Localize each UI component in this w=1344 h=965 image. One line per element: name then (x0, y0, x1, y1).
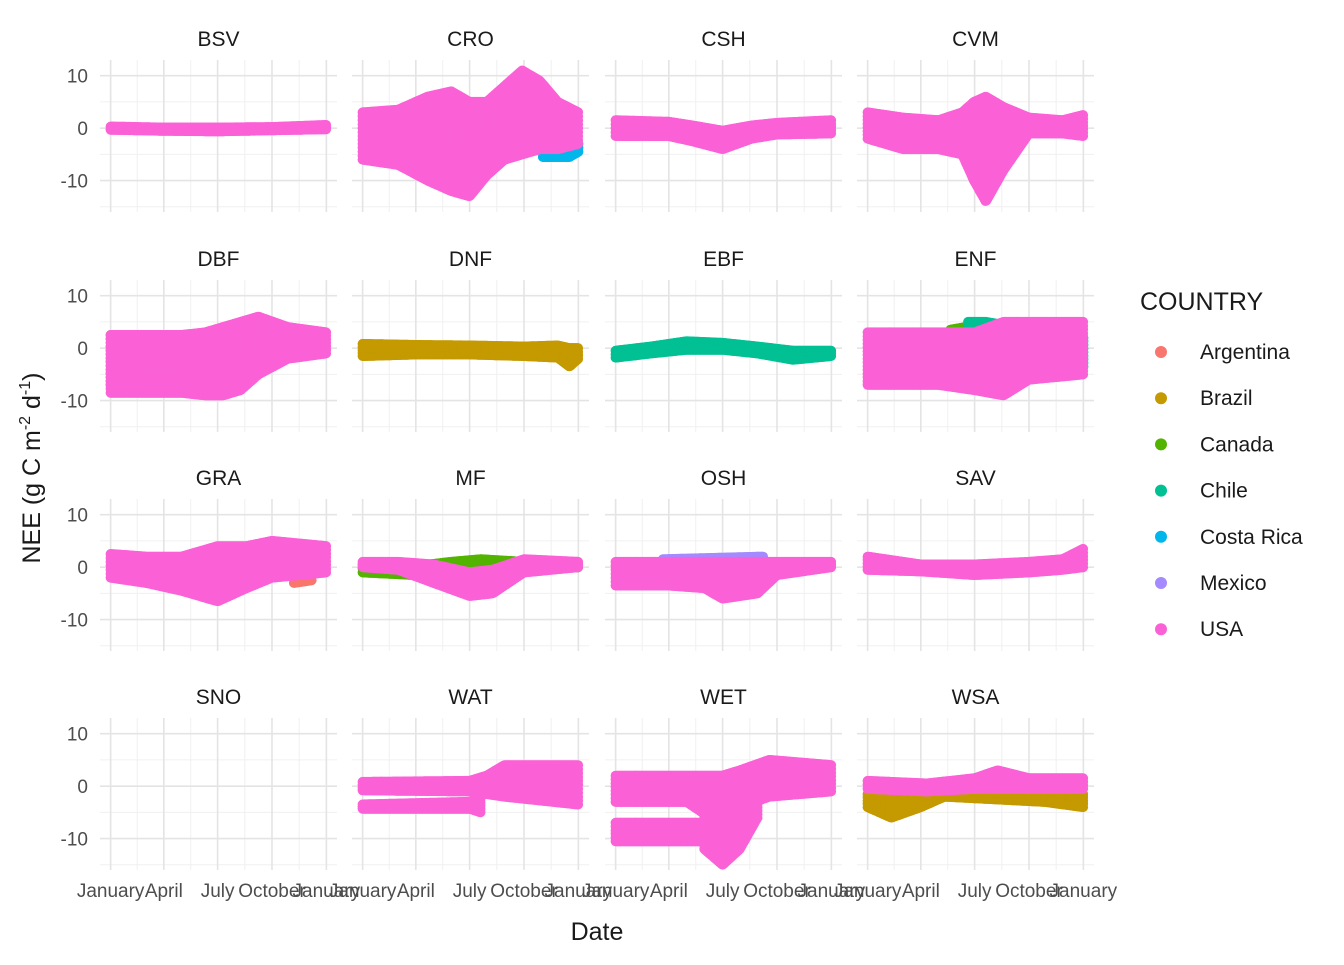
facet-title-bsv: BSV (197, 28, 239, 51)
data-point (321, 124, 331, 134)
facet-title-cro: CRO (447, 28, 494, 51)
facet-panel-cro: CRO (352, 28, 589, 212)
facet-panel-bsv: BSV (100, 28, 337, 212)
